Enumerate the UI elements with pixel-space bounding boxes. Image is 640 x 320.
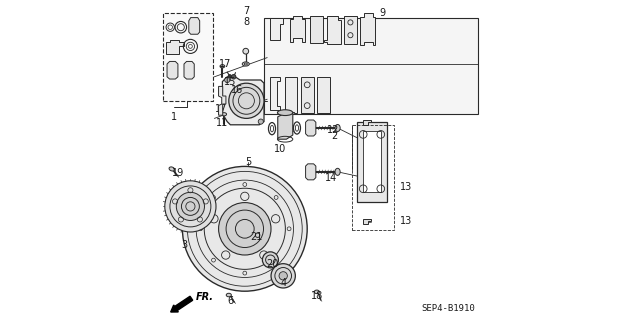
Ellipse shape (314, 290, 319, 294)
Polygon shape (270, 18, 283, 40)
Text: FR.: FR. (196, 292, 214, 302)
Text: 18: 18 (310, 291, 323, 301)
Text: 10: 10 (274, 144, 286, 154)
Polygon shape (306, 120, 316, 136)
FancyArrow shape (171, 296, 193, 312)
Bar (352, 125, 394, 230)
Text: 19: 19 (172, 168, 184, 178)
Ellipse shape (221, 113, 227, 116)
Circle shape (243, 48, 248, 54)
Polygon shape (270, 77, 280, 110)
Bar (364, 131, 381, 192)
Circle shape (176, 192, 205, 220)
Polygon shape (189, 18, 200, 34)
Text: 13: 13 (400, 216, 413, 226)
Polygon shape (317, 77, 330, 113)
Text: 8: 8 (243, 17, 250, 28)
Text: 20: 20 (266, 259, 278, 269)
Text: 2: 2 (332, 131, 337, 141)
Bar (163, 13, 212, 101)
Ellipse shape (278, 110, 293, 116)
Circle shape (279, 272, 287, 280)
Text: 17: 17 (220, 59, 232, 69)
Circle shape (219, 203, 271, 255)
Polygon shape (278, 113, 292, 139)
Ellipse shape (335, 168, 340, 175)
Polygon shape (310, 16, 323, 43)
Polygon shape (223, 77, 264, 125)
Circle shape (229, 83, 264, 118)
Polygon shape (357, 122, 387, 202)
Polygon shape (167, 61, 178, 79)
Text: 21: 21 (250, 232, 262, 242)
Polygon shape (166, 40, 184, 54)
Text: 16: 16 (230, 84, 243, 95)
Circle shape (262, 252, 278, 268)
Circle shape (225, 77, 230, 83)
Circle shape (228, 75, 232, 78)
Text: 12: 12 (326, 124, 339, 135)
Text: SEP4-B1910: SEP4-B1910 (422, 304, 475, 313)
Text: 5: 5 (245, 156, 251, 167)
Polygon shape (219, 86, 226, 115)
Circle shape (271, 264, 296, 288)
Text: 3: 3 (181, 240, 187, 250)
Polygon shape (301, 77, 314, 113)
Circle shape (182, 166, 307, 291)
Text: 11: 11 (216, 118, 228, 128)
Polygon shape (364, 219, 371, 224)
Text: 15: 15 (224, 76, 237, 87)
Text: 1: 1 (172, 112, 177, 122)
Text: 6: 6 (227, 296, 234, 306)
Ellipse shape (169, 167, 175, 171)
Text: 9: 9 (380, 8, 385, 18)
Text: 17: 17 (214, 104, 227, 114)
Polygon shape (324, 16, 340, 44)
Text: 14: 14 (325, 172, 337, 183)
Polygon shape (282, 77, 297, 113)
Polygon shape (360, 13, 375, 45)
Text: 4: 4 (280, 278, 286, 288)
Polygon shape (184, 61, 195, 79)
Circle shape (259, 119, 264, 124)
Circle shape (232, 75, 236, 79)
Polygon shape (306, 164, 316, 180)
Polygon shape (344, 16, 357, 44)
Circle shape (165, 181, 216, 232)
Polygon shape (264, 18, 479, 114)
Ellipse shape (242, 62, 250, 66)
Text: 7: 7 (243, 6, 250, 16)
Polygon shape (290, 16, 305, 42)
Ellipse shape (227, 293, 232, 297)
Polygon shape (364, 120, 371, 125)
Ellipse shape (335, 124, 340, 132)
Text: 13: 13 (400, 182, 413, 192)
Ellipse shape (220, 65, 225, 68)
